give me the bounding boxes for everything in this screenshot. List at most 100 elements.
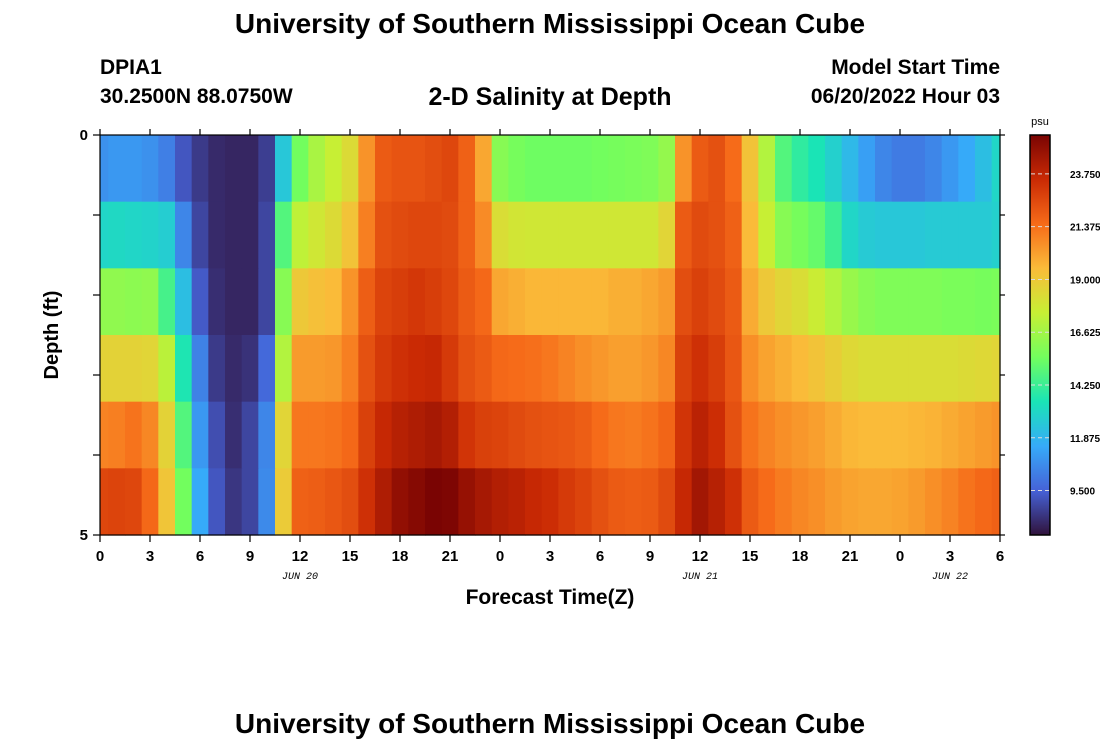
heatmap-cell — [908, 335, 926, 403]
heatmap-cell — [591, 468, 609, 536]
heatmap-cell — [275, 201, 293, 269]
heatmap-cell — [108, 201, 126, 269]
heatmap-cell — [325, 201, 343, 269]
heatmap-cell — [641, 268, 659, 336]
heatmap-cell — [325, 468, 343, 536]
heatmap-cell — [425, 468, 443, 536]
heatmap-cell — [791, 401, 809, 469]
heatmap-cell — [358, 135, 376, 203]
heatmap-cell — [508, 401, 526, 469]
heatmap-cell — [341, 335, 359, 403]
heatmap-cell — [175, 468, 193, 536]
heatmap-cell — [558, 335, 576, 403]
heatmap-cell — [408, 135, 426, 203]
heatmap-cell — [241, 135, 259, 203]
x-tick-label: 21 — [442, 548, 459, 565]
heatmap-cell — [741, 268, 759, 336]
heatmap-cell — [358, 201, 376, 269]
heatmap-cell — [275, 268, 293, 336]
heatmap-cell — [308, 201, 326, 269]
heatmap-cell — [491, 401, 509, 469]
heatmap-cell — [441, 401, 459, 469]
heatmap-cell — [541, 401, 559, 469]
chart-title: 2-D Salinity at Depth — [428, 83, 672, 111]
heatmap-cell — [958, 335, 976, 403]
heatmap-cell — [258, 135, 276, 203]
page-title: University of Southern Mississippi Ocean… — [234, 8, 866, 39]
heatmap-cell — [541, 335, 559, 403]
heatmap-cell — [425, 201, 443, 269]
heatmap-cell — [358, 468, 376, 536]
heatmap-cell — [441, 335, 459, 403]
heatmap-cell — [108, 135, 126, 203]
heatmap-cell — [225, 335, 243, 403]
heatmap-cell — [725, 468, 743, 536]
station-coordinates: 30.2500N 88.0750W — [100, 85, 293, 108]
heatmap-cell — [125, 468, 143, 536]
heatmap-cell — [225, 201, 243, 269]
heatmap-cell — [491, 268, 509, 336]
heatmap-cell — [841, 401, 859, 469]
heatmap-cell — [208, 335, 226, 403]
heatmap-cell — [475, 268, 493, 336]
heatmap-cell — [675, 135, 693, 203]
heatmap-cell — [841, 468, 859, 536]
heatmap-cell — [508, 135, 526, 203]
heatmap-cell — [525, 135, 543, 203]
model-start-label: Model Start Time — [831, 56, 1000, 79]
heatmap-cell — [291, 335, 309, 403]
heatmap-cell — [525, 468, 543, 536]
heatmap-cell — [708, 268, 726, 336]
heatmap-cell — [775, 335, 793, 403]
heatmap-cell — [858, 335, 876, 403]
heatmap-cell — [191, 135, 209, 203]
heatmap-cell — [858, 268, 876, 336]
heatmap-cell — [708, 135, 726, 203]
heatmap-cell — [458, 201, 476, 269]
heatmap-cell — [758, 468, 776, 536]
heatmap-cell — [175, 335, 193, 403]
x-tick-label: 9 — [646, 548, 654, 565]
colorbar-unit: psu — [1031, 116, 1049, 128]
heatmap-cell — [708, 401, 726, 469]
heatmap-cell — [191, 268, 209, 336]
heatmap-cell — [258, 201, 276, 269]
heatmap-cell — [808, 401, 826, 469]
x-tick-label: 0 — [496, 548, 504, 565]
colorbar-tick-label: 16.625 — [1070, 328, 1100, 339]
heatmap-cell — [575, 268, 593, 336]
heatmap-cell — [608, 335, 626, 403]
heatmap-cell — [775, 401, 793, 469]
heatmap-cell — [208, 135, 226, 203]
heatmap-cell — [925, 268, 943, 336]
heatmap-cell — [758, 135, 776, 203]
heatmap-cell — [791, 268, 809, 336]
heatmap-cell — [725, 135, 743, 203]
heatmap-cell — [991, 335, 1001, 403]
heatmap-cell — [541, 468, 559, 536]
heatmap-cell — [491, 201, 509, 269]
heatmap-cell — [441, 201, 459, 269]
heatmap-cell — [391, 268, 409, 336]
heatmap-cell — [141, 135, 159, 203]
heatmap-cell — [141, 201, 159, 269]
heatmap-cell — [908, 468, 926, 536]
heatmap-cell — [591, 401, 609, 469]
heatmap-cell — [858, 135, 876, 203]
heatmap-cell — [758, 268, 776, 336]
heatmap-cell — [825, 201, 843, 269]
heatmap-cell — [341, 201, 359, 269]
heatmap-cell — [425, 268, 443, 336]
heatmap-cell — [625, 135, 643, 203]
heatmap-cell — [991, 135, 1001, 203]
heatmap-cell — [158, 401, 176, 469]
heatmap-cell — [458, 268, 476, 336]
heatmap-cell — [425, 135, 443, 203]
heatmap-cell — [225, 135, 243, 203]
heatmap-cell — [975, 201, 993, 269]
heatmap-cell — [341, 468, 359, 536]
heatmap-cell — [691, 201, 709, 269]
station-id: DPIA1 — [100, 56, 162, 79]
heatmap-cell — [791, 468, 809, 536]
heatmap-cell — [325, 335, 343, 403]
